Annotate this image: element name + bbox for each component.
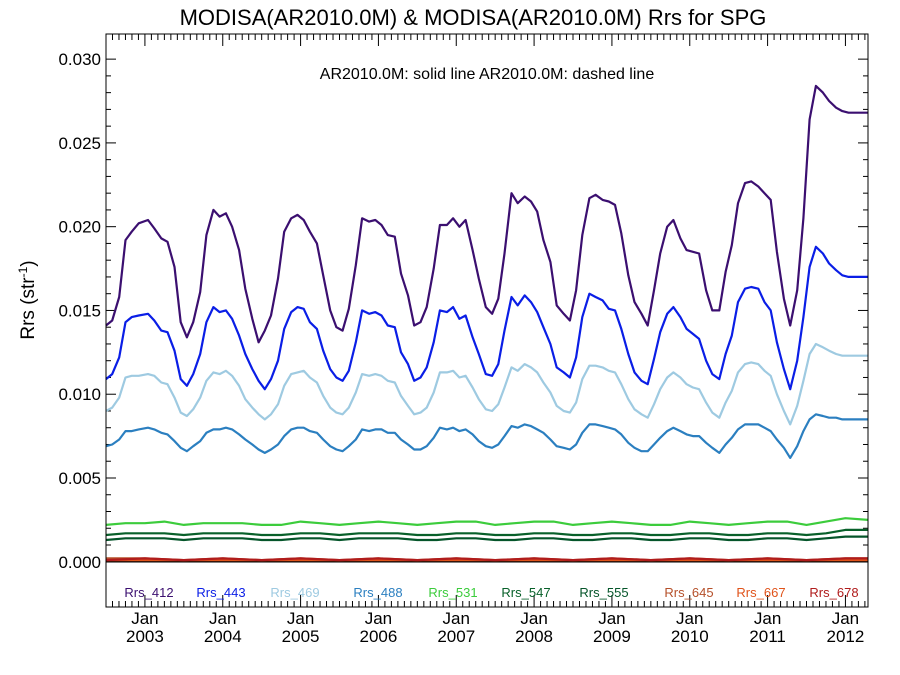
x-axis-ticks: Jan2003Jan2004Jan2005Jan2006Jan2007Jan20… — [105, 34, 866, 646]
x-tick-label-month: Jan — [209, 609, 236, 628]
legend-entry: Rrs_547 — [501, 585, 550, 600]
legend: Rrs_412 Rrs_443 Rrs_469 Rrs_488 Rrs_531 Rrs_5… — [124, 585, 858, 600]
y-tick-label: 0.030 — [58, 50, 101, 69]
x-tick-label-year: 2011 — [749, 627, 786, 646]
y-tick-label: 0.025 — [58, 134, 101, 153]
x-tick-label-month: Jan — [443, 609, 470, 628]
plot-frame — [105, 33, 869, 608]
x-tick-label-year: 2007 — [437, 627, 475, 646]
series-line-rrs-531 — [105, 517, 869, 527]
legend-entry: Rrs_469 — [270, 585, 319, 600]
series-layer — [105, 84, 869, 563]
series-line-rrs-469 — [105, 342, 868, 426]
legend-entry: Rrs_412 — [124, 585, 173, 600]
x-tick-label-month: Jan — [598, 609, 625, 628]
chart-title: MODISA(AR2010.0M) & MODISA(AR2010.0M) Rr… — [180, 5, 767, 30]
y-axis-label-superscript: -1 — [16, 266, 30, 277]
legend-entry: Rrs_645 — [664, 585, 713, 600]
x-tick-label-month: Jan — [287, 609, 314, 628]
x-tick-label-month: Jan — [520, 609, 547, 628]
x-tick-label-year: 2010 — [671, 627, 709, 646]
y-axis-label: Rrs (str-1) — [16, 260, 39, 339]
y-axis-label-close: ) — [18, 260, 39, 266]
x-tick-label-year: 2003 — [126, 627, 164, 646]
x-tick-label-month: Jan — [832, 609, 859, 628]
series-line-rrs-443 — [105, 245, 868, 391]
x-tick-label-month: Jan — [365, 609, 392, 628]
series-line-rrs-555 — [105, 535, 868, 542]
line-style-annotation: AR2010.0M: solid line AR2010.0M: dashed … — [320, 66, 655, 83]
y-axis-label-text: Rrs (str — [18, 277, 39, 340]
y-tick-label: 0.005 — [58, 469, 101, 488]
y-axis-ticks: 0.000 0.005 0.010 0.015 0.020 0.025 0.030 — [58, 50, 868, 572]
series-line-rrs-678 — [105, 557, 868, 562]
x-tick-label-year: 2006 — [360, 627, 398, 646]
y-tick-label: 0.020 — [58, 218, 101, 237]
legend-entry: Rrs_443 — [196, 585, 245, 600]
y-tick-label: 0.010 — [58, 385, 101, 404]
series-line-rrs-488 — [105, 413, 868, 459]
legend-entry: Rrs_488 — [353, 585, 402, 600]
series-line-rrs-412 — [105, 84, 868, 344]
legend-entry: Rrs_531 — [428, 585, 477, 600]
x-tick-label-year: 2012 — [827, 627, 865, 646]
y-tick-label: 0.015 — [58, 301, 101, 320]
legend-entry: Rrs_667 — [736, 585, 785, 600]
series-line-rrs-547 — [105, 528, 868, 537]
x-tick-label-year: 2005 — [282, 627, 320, 646]
legend-entry: Rrs_555 — [579, 585, 628, 600]
x-tick-label-year: 2008 — [515, 627, 553, 646]
x-tick-label-year: 2004 — [204, 627, 242, 646]
x-tick-label-month: Jan — [754, 609, 781, 628]
x-tick-label-month: Jan — [131, 609, 158, 628]
x-tick-label-year: 2009 — [593, 627, 631, 646]
x-tick-label-month: Jan — [676, 609, 703, 628]
y-tick-label: 0.000 — [58, 553, 101, 572]
legend-entry: Rrs_678 — [809, 585, 858, 600]
